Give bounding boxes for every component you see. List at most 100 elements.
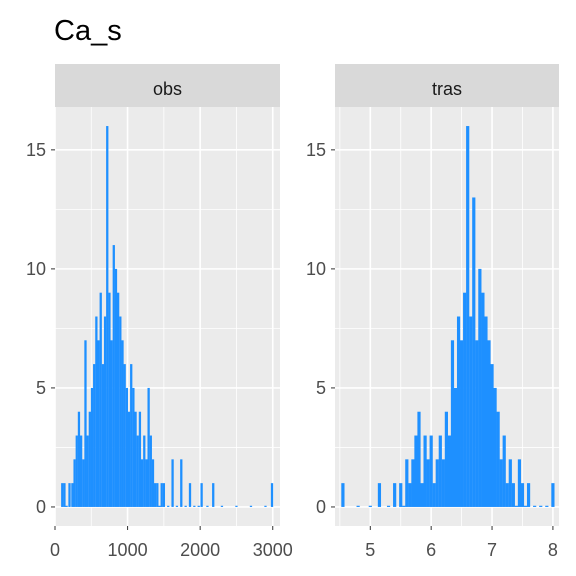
histogram-bar [197,505,200,507]
x-tick-label: 3000 [253,540,293,560]
histogram-bar [65,505,68,507]
histogram-bar [110,340,113,507]
histogram-bar [444,411,448,507]
x-tick-label: 8 [548,540,558,560]
histogram-bar [377,483,382,507]
histogram-bar [505,483,509,507]
facet-strip [335,64,559,107]
histogram-bar [426,459,430,507]
histogram-bar [212,483,215,507]
histogram-bar [496,411,500,507]
histogram-bar [551,483,555,507]
histogram-bar [130,364,133,507]
histogram-bar [138,411,142,507]
histogram-bar [423,435,427,507]
histogram-bar [84,340,87,507]
histogram-bar [469,316,473,507]
chart-title: Ca_s [54,15,122,47]
histogram-bar [184,505,187,507]
histogram-bar [93,364,96,507]
histogram-bar [200,483,203,507]
histogram-bar [447,435,452,507]
y-tick-label: 0 [316,497,326,517]
histogram-bar [75,435,78,507]
y-tick-label: 15 [26,140,46,160]
histogram-bar [435,459,439,507]
histogram-bar [171,459,174,507]
histogram-bar [368,505,372,507]
histogram-bar [405,459,409,507]
histogram-bar [481,292,485,507]
histogram-bar [487,340,491,507]
histogram-bar [414,435,418,507]
y-tick-label: 10 [26,259,46,279]
histogram-bar [167,505,170,507]
histogram-bar [417,411,421,507]
histogram-bar [114,268,118,507]
facet-strip-label: obs [153,79,182,99]
histogram-bar [154,483,157,507]
histogram-bar [68,483,71,507]
histogram-bar [472,197,476,507]
x-tick-label: 1000 [108,540,148,560]
histogram-bar [502,435,506,507]
histogram-bar [523,505,528,507]
histogram-bar [175,505,179,507]
histogram-bar [86,435,89,507]
histogram-bar [88,411,91,507]
histogram-bar [121,340,124,507]
histogram-bar [77,411,81,507]
histogram-bar [466,126,470,507]
histogram-bar [517,459,522,507]
histogram-bar [73,459,76,507]
histogram-bar [180,459,183,507]
histogram-bar [511,483,515,507]
histogram-bar [95,316,98,507]
histogram-bar [158,505,161,507]
histogram-bar [386,505,391,507]
histogram-bar [456,316,461,507]
histogram-bar [149,435,152,507]
histogram-bar [134,411,137,507]
histogram-bar [160,483,163,507]
histogram-bar [429,435,433,507]
histogram-bar [206,505,209,507]
facet-strip-label: tras [432,79,462,99]
histogram-bar [545,505,549,507]
histogram-bar [478,268,482,507]
facet-tras: tras 0 5 10 15 5 6 7 8 [306,64,559,560]
histogram-bar [79,435,83,507]
histogram-bar [103,316,107,507]
histogram-bar [132,387,135,507]
y-tick-label: 5 [316,378,326,398]
y-tick-label: 0 [36,497,46,517]
histogram-bar [499,459,503,507]
histogram-bar [61,483,64,507]
y-tick-label: 10 [306,259,326,279]
x-tick-label: 6 [426,540,436,560]
histogram-bar [220,505,224,507]
histogram-bar [123,364,126,507]
histogram-bar [514,505,518,507]
facet-obs: obs 0 5 10 15 0 1000 2000 3000 [26,64,293,560]
x-tick-label: 2000 [180,540,220,560]
histogram-bar [264,505,267,507]
histogram-bar [71,483,74,507]
histogram-bar [399,483,403,507]
histogram-bar [145,459,148,507]
histogram-bar [393,483,397,507]
histogram-bar [106,126,109,507]
y-tick-label: 5 [36,378,46,398]
histogram-bar [117,292,120,507]
x-tick-label: 7 [487,540,497,560]
histogram-bar [520,483,525,507]
histogram-bar [82,459,85,507]
histogram-bar [533,505,537,507]
histogram-bar [63,483,66,507]
histogram-bar [460,340,464,507]
histogram-bar [147,387,150,507]
histogram-bar [108,292,111,507]
histogram-bar [453,387,458,507]
histogram-bar [420,483,424,507]
